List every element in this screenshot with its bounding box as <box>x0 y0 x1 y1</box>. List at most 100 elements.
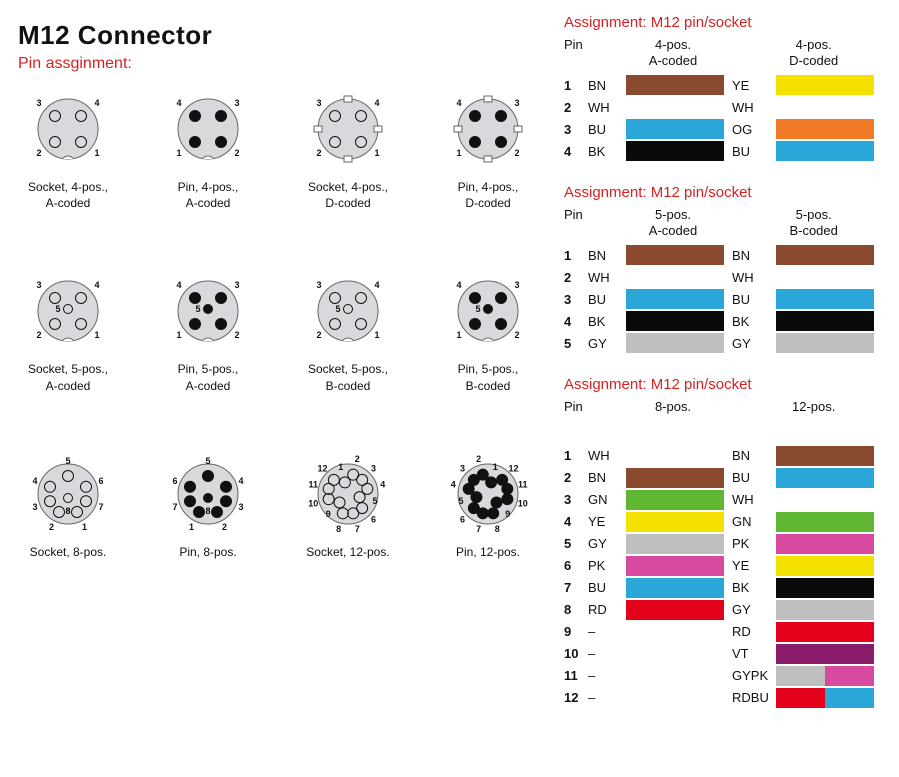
color-code-b: RDBU <box>732 690 776 705</box>
assignment-row: 9–RD <box>564 621 884 643</box>
connector-pin-4-pos-a-coded: 1234 Pin, 4-pos.,A-coded <box>158 87 258 211</box>
svg-text:4: 4 <box>456 98 461 108</box>
color-code-b: BK <box>732 580 776 595</box>
color-code-a: BN <box>588 248 626 263</box>
svg-text:3: 3 <box>371 463 376 473</box>
svg-text:2: 2 <box>476 454 481 464</box>
color-code-b: GYPK <box>732 668 776 683</box>
color-code-a: BU <box>588 122 626 137</box>
connector-socket-4-pos-a-coded: 1234 Socket, 4-pos.,A-coded <box>18 87 118 211</box>
color-swatch <box>776 311 874 331</box>
svg-text:3: 3 <box>36 280 41 290</box>
assignment-title: Assignment: M12 pin/socket <box>564 376 884 393</box>
pin-number: 1 <box>564 78 588 93</box>
color-swatch <box>626 141 724 161</box>
svg-text:5: 5 <box>195 304 200 314</box>
svg-text:3: 3 <box>238 502 243 512</box>
svg-text:4: 4 <box>176 98 181 108</box>
svg-text:2: 2 <box>36 330 41 340</box>
assignment-row: 6PKYE <box>564 555 884 577</box>
assignment-row: 2BNBU <box>564 467 884 489</box>
color-code-a: – <box>588 668 626 683</box>
assignment-block-1: Assignment: M12 pin/socketPin5-pos.A-cod… <box>564 184 884 354</box>
svg-text:3: 3 <box>234 280 239 290</box>
header-group-a: 5-pos.A-coded <box>603 207 744 238</box>
color-code-a: BK <box>588 144 626 159</box>
color-code-a: BN <box>588 470 626 485</box>
color-code-b: OG <box>732 122 776 137</box>
pin-number: 5 <box>564 536 588 551</box>
svg-text:4: 4 <box>451 479 456 489</box>
svg-text:4: 4 <box>32 476 37 486</box>
assignment-block-2: Assignment: M12 pin/socketPin8-pos.12-po… <box>564 376 884 709</box>
pin-number: 3 <box>564 122 588 137</box>
color-code-b: VT <box>732 646 776 661</box>
connector-label: Socket, 4-pos.,A-coded <box>18 179 118 211</box>
connector-pin-12-pos-: 123456789101112 Pin, 12-pos. <box>438 452 538 560</box>
color-code-b: BN <box>732 448 776 463</box>
svg-text:2: 2 <box>316 148 321 158</box>
color-code-b: BN <box>732 248 776 263</box>
assignment-row: 4BKBK <box>564 310 884 332</box>
connector-label: Socket, 5-pos.,B-coded <box>298 361 398 393</box>
svg-text:7: 7 <box>355 524 360 534</box>
assignment-row: 10–VT <box>564 643 884 665</box>
pin-number: 5 <box>564 336 588 351</box>
svg-text:4: 4 <box>238 476 243 486</box>
svg-text:8: 8 <box>336 524 341 534</box>
assignment-row: 5GYGY <box>564 332 884 354</box>
svg-text:5: 5 <box>65 456 70 466</box>
svg-text:1: 1 <box>456 330 461 340</box>
color-swatch <box>626 289 724 309</box>
color-swatch <box>776 468 874 488</box>
svg-text:3: 3 <box>514 98 519 108</box>
color-swatch <box>626 267 724 287</box>
svg-text:8: 8 <box>495 524 500 534</box>
pin-number: 3 <box>564 292 588 307</box>
connector-label: Pin, 12-pos. <box>438 544 538 560</box>
header-group-a: 8-pos. <box>603 399 744 415</box>
header-group-a: 4-pos.A-coded <box>603 37 744 68</box>
svg-text:1: 1 <box>176 148 181 158</box>
color-swatch <box>776 267 874 287</box>
svg-text:11: 11 <box>518 479 528 489</box>
color-code-b: PK <box>732 536 776 551</box>
color-swatch <box>776 556 874 576</box>
connector-pin-5-pos-a-coded: 12345 Pin, 5-pos.,A-coded <box>158 269 258 393</box>
connector-socket-5-pos-a-coded: 12345 Socket, 5-pos.,A-coded <box>18 269 118 393</box>
svg-text:5: 5 <box>475 304 480 314</box>
connector-socket-5-pos-b-coded: 12345 Socket, 5-pos.,B-coded <box>298 269 398 393</box>
color-code-b: RD <box>732 624 776 639</box>
color-code-b: WH <box>732 492 776 507</box>
pin-number: 8 <box>564 602 588 617</box>
color-code-a: RD <box>588 602 626 617</box>
color-swatch <box>776 245 874 265</box>
svg-text:4: 4 <box>94 280 99 290</box>
color-code-b: BU <box>732 144 776 159</box>
svg-text:1: 1 <box>176 330 181 340</box>
color-code-b: BU <box>732 470 776 485</box>
color-code-a: – <box>588 646 626 661</box>
color-swatch <box>626 556 724 576</box>
header-group-b: 5-pos.B-coded <box>743 207 884 238</box>
pin-number: 7 <box>564 580 588 595</box>
color-code-a: WH <box>588 270 626 285</box>
svg-text:12: 12 <box>318 463 328 473</box>
svg-text:1: 1 <box>493 462 498 472</box>
svg-text:3: 3 <box>316 280 321 290</box>
pin-number: 4 <box>564 314 588 329</box>
color-swatch <box>626 468 724 488</box>
svg-text:6: 6 <box>371 514 376 524</box>
svg-text:5: 5 <box>55 304 60 314</box>
color-code-b: WH <box>732 270 776 285</box>
color-swatch <box>626 446 724 466</box>
svg-text:2: 2 <box>234 330 239 340</box>
color-code-a: BU <box>588 580 626 595</box>
color-code-a: BU <box>588 292 626 307</box>
color-swatch <box>776 333 874 353</box>
assignment-row: 5GYPK <box>564 533 884 555</box>
color-swatch <box>626 512 724 532</box>
connector-grid: 1234 Socket, 4-pos.,A-coded 1234 Pin, 4-… <box>18 87 538 560</box>
pin-number: 1 <box>564 248 588 263</box>
svg-text:3: 3 <box>36 98 41 108</box>
